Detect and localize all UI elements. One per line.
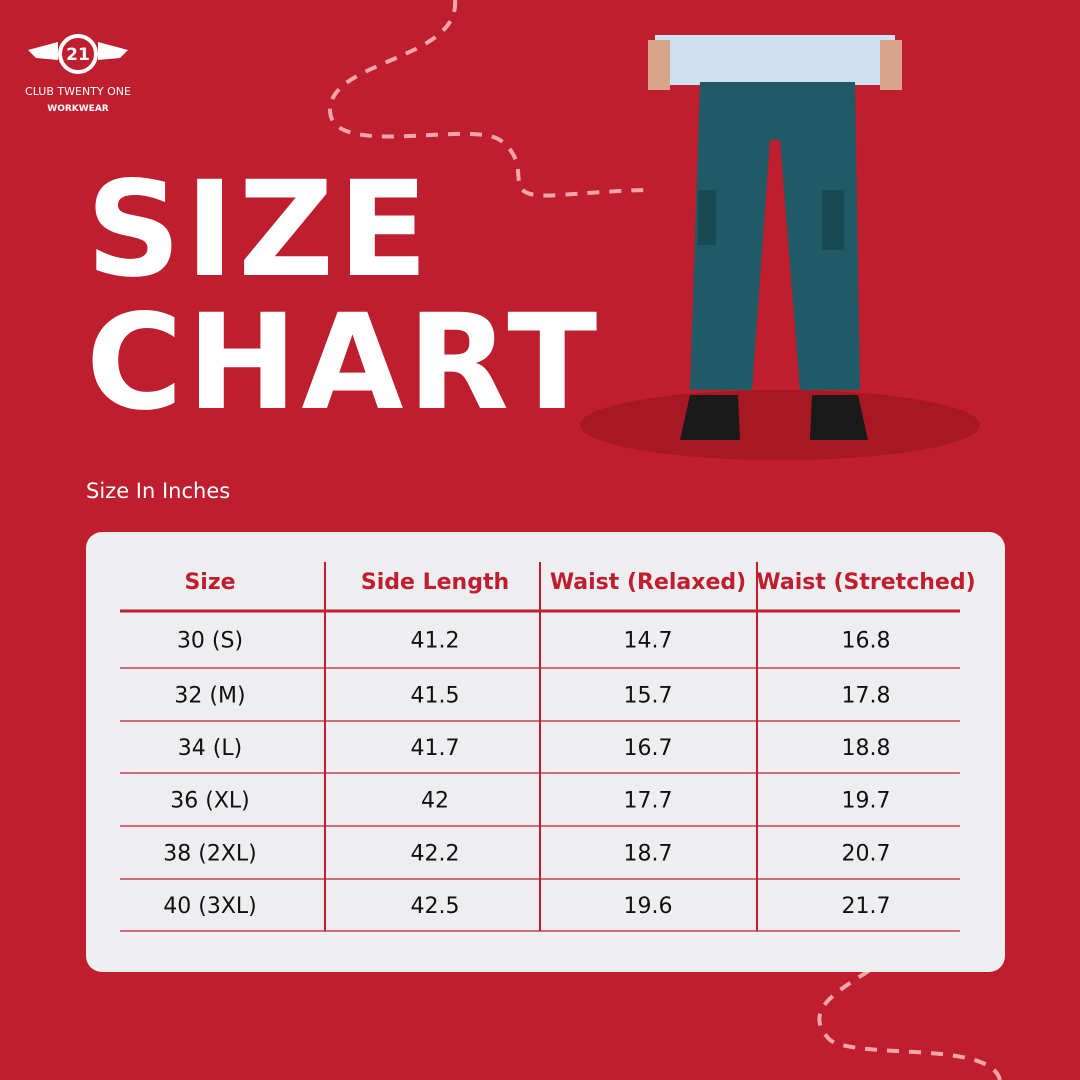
logo-brand: CLUB TWENTY ONE	[25, 85, 131, 98]
table-cell: 15.7	[624, 684, 673, 709]
table-cell: 41.7	[411, 736, 460, 761]
table-cell: 38 (2XL)	[163, 842, 256, 867]
logo-tagline: WORKWEAR	[47, 104, 109, 114]
table-cell: 41.5	[411, 684, 460, 709]
title-line: CHART	[86, 286, 601, 440]
logo-badge	[58, 34, 98, 74]
table-cell: 17.7	[624, 789, 673, 814]
title-line: SIZE	[86, 153, 432, 307]
table-cell: 36 (XL)	[170, 789, 249, 814]
subtitle: Size In Inches	[86, 479, 230, 503]
hand	[880, 40, 902, 90]
table-cell: 19.7	[842, 789, 891, 814]
shoe	[810, 395, 868, 440]
pocket	[822, 190, 844, 250]
shirt	[655, 35, 895, 85]
pocket	[698, 190, 716, 245]
table-cell: 40 (3XL)	[163, 894, 256, 919]
logo-badge-text: 21	[66, 45, 90, 65]
table-cell: 16.7	[624, 736, 673, 761]
hand	[648, 40, 670, 90]
table-cell: 41.2	[411, 629, 460, 654]
table-cell: 32 (M)	[174, 684, 245, 709]
table-cell: 30 (S)	[177, 629, 243, 654]
product-image	[580, 35, 980, 460]
shoe	[680, 395, 740, 440]
trousers	[690, 82, 860, 390]
column-header: Waist (Stretched)	[756, 570, 975, 595]
column-header: Waist (Relaxed)	[550, 570, 746, 595]
column-header: Size	[184, 570, 235, 595]
table-cell: 14.7	[624, 629, 673, 654]
table-cell: 20.7	[842, 842, 891, 867]
table-cell: 21.7	[842, 894, 891, 919]
size-table: Size Side Length Waist (Relaxed) Waist (Str…	[120, 562, 976, 932]
table-cell: 34 (L)	[178, 736, 242, 761]
logo: 21 CLUB TWENTY ONE WORKWEAR	[25, 34, 131, 114]
column-header: Side Length	[361, 570, 509, 595]
table-cell: 42.5	[411, 894, 460, 919]
table-cell: 42	[421, 789, 449, 814]
table-card	[86, 532, 1005, 972]
floor-shadow	[580, 390, 980, 460]
table-cell: 42.2	[411, 842, 460, 867]
decor-curve	[327, 0, 651, 198]
table-cell: 17.8	[842, 684, 891, 709]
table-cell: 19.6	[624, 894, 673, 919]
table-cell: 18.7	[624, 842, 673, 867]
table-cell: 18.8	[842, 736, 891, 761]
logo-wings	[28, 42, 128, 60]
table-cell: 16.8	[842, 629, 891, 654]
